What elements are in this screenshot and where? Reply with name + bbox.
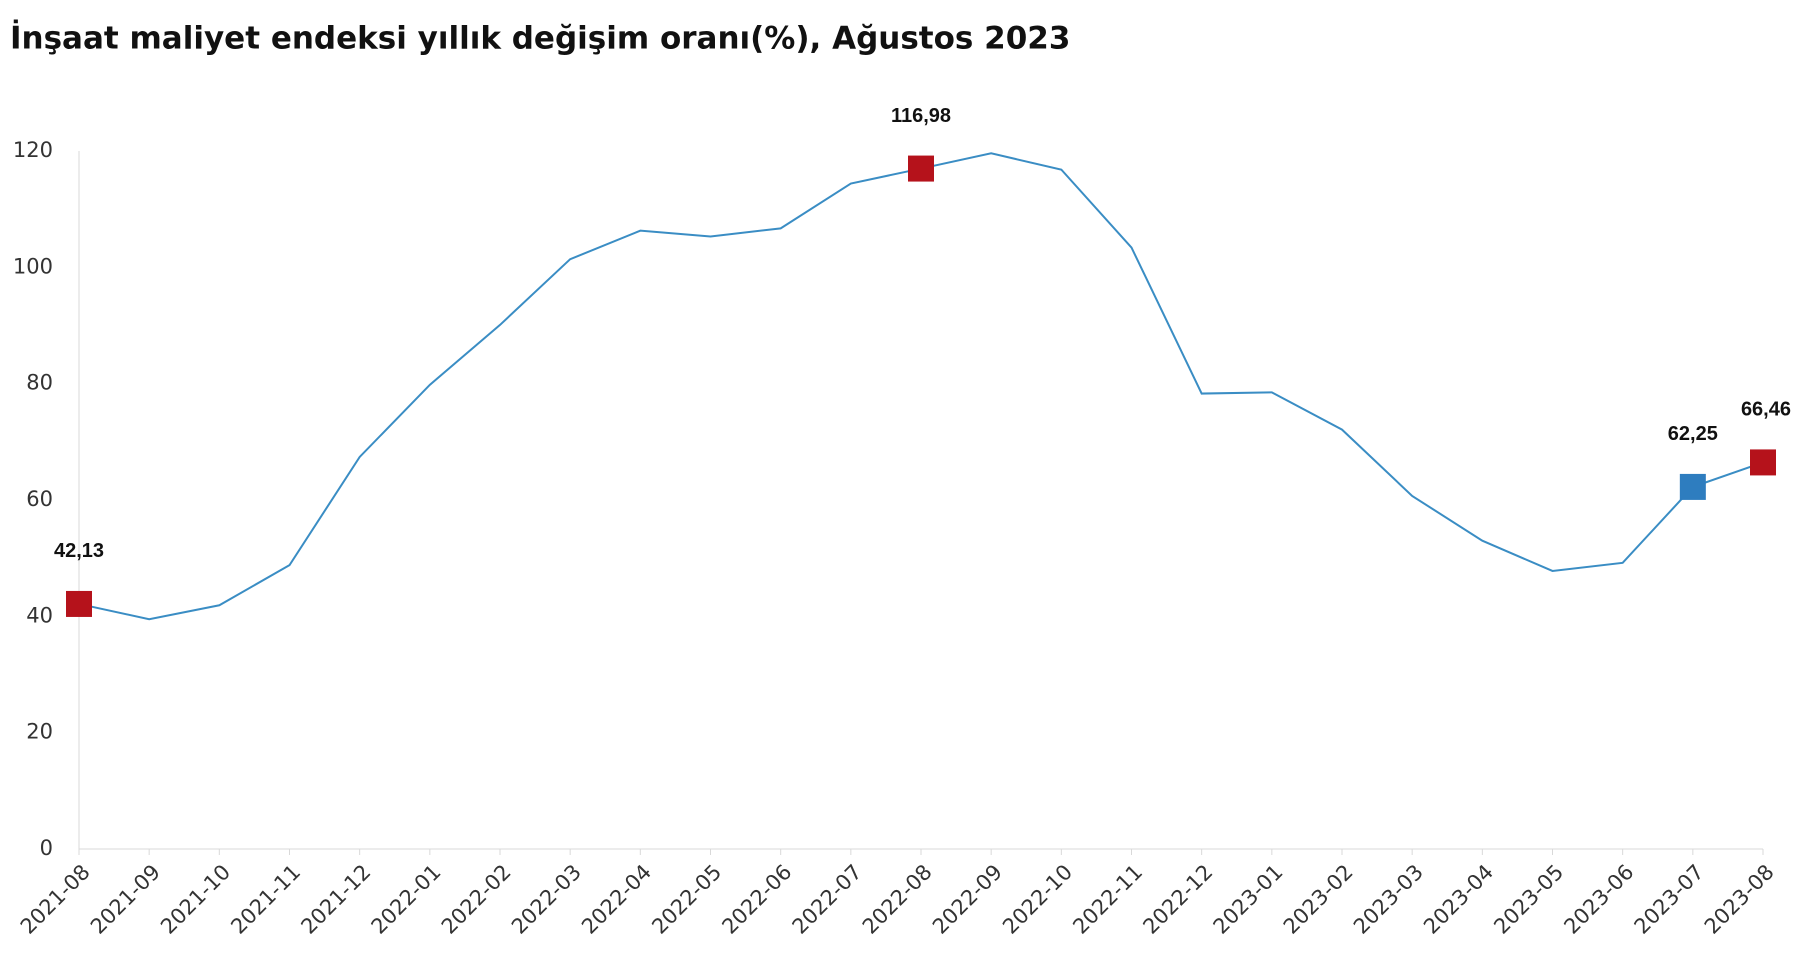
y-tick-label: 40 [26,603,53,627]
x-tick-label: 2022-06 [717,860,796,939]
x-tick-label: 2022-04 [577,860,656,939]
x-tick-label: 2021-08 [16,860,95,939]
y-tick-label: 80 [26,371,53,395]
y-tick-label: 60 [26,487,53,511]
x-tick-label: 2022-03 [507,860,586,939]
x-tick-label: 2023-05 [1489,860,1568,939]
x-tick-label: 2023-07 [1630,860,1709,939]
y-tick-label: 120 [13,138,53,162]
marker [1679,473,1706,500]
x-tick-label: 2023-01 [1209,860,1288,939]
x-tick-label: 2021-11 [226,860,305,939]
x-tick-label: 2022-09 [928,860,1007,939]
x-tick-label: 2021-10 [156,860,235,939]
y-tick-label: 0 [40,836,53,860]
x-tick-label: 2022-07 [788,860,867,939]
marker [908,155,934,182]
x-tick-label: 2022-01 [367,860,446,939]
data-label: 42,13 [54,540,104,562]
x-tick-label: 2023-04 [1419,860,1498,939]
x-tick-label: 2022-05 [647,860,726,939]
x-tick-label: 2023-03 [1349,860,1428,939]
marker [66,590,92,617]
y-tick-label: 20 [26,720,53,744]
y-tick-label: 100 [13,254,53,278]
data-label: 66,46 [1741,399,1791,421]
x-tick-label: 2022-02 [437,860,516,939]
data-label: 62,25 [1668,423,1718,445]
x-tick-label: 2023-02 [1279,860,1358,939]
x-tick-label: 2022-10 [998,860,1077,939]
x-tick-label: 2023-06 [1559,860,1638,939]
chart-title: İnşaat maliyet endeksi yıllık değişim or… [10,21,1070,57]
marker [1750,449,1776,476]
line [78,152,1764,621]
data-label: 116,98 [891,105,951,127]
x-tick-label: 2021-09 [86,860,165,939]
x-tick-label: 2023-08 [1700,860,1779,939]
x-tick-label: 2021-12 [296,860,375,939]
x-tick-label: 2022-11 [1068,860,1147,939]
x-tick-label: 2022-12 [1138,860,1217,939]
x-tick-label: 2022-08 [858,860,937,939]
